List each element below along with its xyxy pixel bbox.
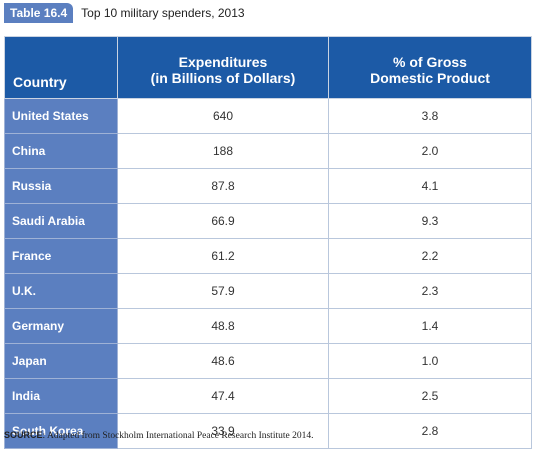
country-cell: Japan <box>4 343 118 379</box>
table-row: China 188 2.0 <box>4 133 532 169</box>
table-body: United States 640 3.8 China 188 2.0 Russ… <box>4 98 532 449</box>
header-gdp-line2: Domestic Product <box>370 69 490 86</box>
table-number-badge: Table 16.4 <box>4 3 74 23</box>
header-gdp-line1: % of Gross <box>393 53 467 70</box>
country-cell: South Korea <box>4 413 118 449</box>
table-header: Country Expenditures (in Billions of Dol… <box>4 36 532 99</box>
table-row: United States 640 3.8 <box>4 98 532 134</box>
gdp-cell: 2.2 <box>328 238 532 274</box>
gdp-cell: 2.8 <box>328 413 532 449</box>
gdp-cell: 2.3 <box>328 273 532 309</box>
expenditures-cell: 47.4 <box>117 378 329 414</box>
expenditures-cell: 61.2 <box>117 238 329 274</box>
gdp-cell: 4.1 <box>328 168 532 204</box>
table-row: France 61.2 2.2 <box>4 238 532 274</box>
expenditures-cell: 57.9 <box>117 273 329 309</box>
expenditures-cell: 66.9 <box>117 203 329 239</box>
country-cell: France <box>4 238 118 274</box>
expenditures-cell: 48.6 <box>117 343 329 379</box>
table-row: Germany 48.8 1.4 <box>4 308 532 344</box>
expenditures-cell: 33.9 <box>117 413 329 449</box>
table-row: Japan 48.6 1.0 <box>4 343 532 379</box>
table-caption: Table 16.4 Top 10 military spenders, 201… <box>4 3 245 23</box>
gdp-cell: 9.3 <box>328 203 532 239</box>
country-cell: Russia <box>4 168 118 204</box>
military-spenders-table-container: Country Expenditures (in Billions of Dol… <box>4 36 532 449</box>
table-row: South Korea 33.9 2.8 <box>4 413 532 449</box>
expenditures-cell: 87.8 <box>117 168 329 204</box>
expenditures-cell: 188 <box>117 133 329 169</box>
header-expenditures-line1: Expenditures <box>178 53 268 70</box>
source-label: SOURCE <box>4 430 43 440</box>
country-cell: U.K. <box>4 273 118 309</box>
gdp-cell: 1.4 <box>328 308 532 344</box>
header-row: Country Expenditures (in Billions of Dol… <box>4 36 532 99</box>
table-row: Russia 87.8 4.1 <box>4 168 532 204</box>
country-cell: United States <box>4 98 118 134</box>
table-title: Top 10 military spenders, 2013 <box>81 6 245 20</box>
gdp-cell: 1.0 <box>328 343 532 379</box>
military-spenders-table: Country Expenditures (in Billions of Dol… <box>4 36 532 449</box>
country-cell: India <box>4 378 118 414</box>
header-expenditures: Expenditures (in Billions of Dollars) <box>117 36 329 99</box>
gdp-cell: 2.0 <box>328 133 532 169</box>
country-cell: Saudi Arabia <box>4 203 118 239</box>
table-row: U.K. 57.9 2.3 <box>4 273 532 309</box>
country-cell: China <box>4 133 118 169</box>
header-gdp: % of Gross Domestic Product <box>328 36 532 99</box>
expenditures-cell: 48.8 <box>117 308 329 344</box>
expenditures-cell: 640 <box>117 98 329 134</box>
header-country: Country <box>4 36 118 99</box>
table-row: India 47.4 2.5 <box>4 378 532 414</box>
source-text: : Adapted from Stockholm International P… <box>42 431 314 441</box>
source-note: SOURCE: Adapted from Stockholm Internati… <box>4 430 313 441</box>
header-expenditures-line2: (in Billions of Dollars) <box>150 69 296 86</box>
gdp-cell: 3.8 <box>328 98 532 134</box>
gdp-cell: 2.5 <box>328 378 532 414</box>
country-cell: Germany <box>4 308 118 344</box>
table-row: Saudi Arabia 66.9 9.3 <box>4 203 532 239</box>
